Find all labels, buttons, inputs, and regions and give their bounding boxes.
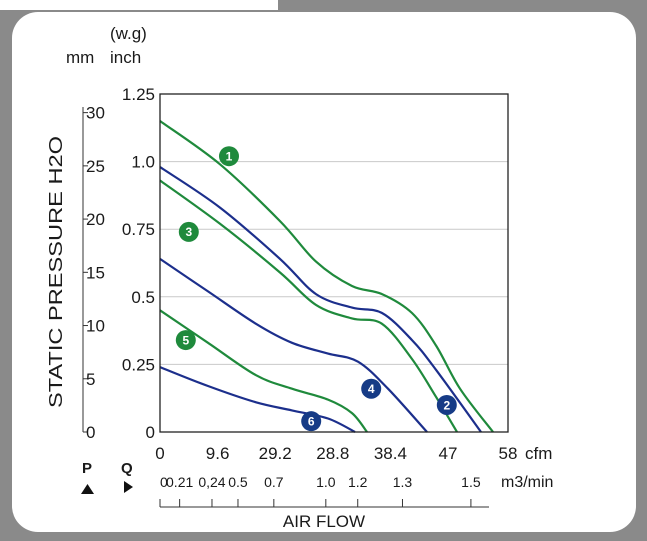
cfm-unit-label: cfm: [525, 444, 552, 463]
inch-tick-label: 0: [146, 423, 155, 442]
m3-tick-label: 1.5: [461, 474, 481, 490]
top-tab-cutout: [0, 0, 278, 10]
cfm-tick-label: 58: [499, 444, 518, 463]
m3-tick-label: 0.7: [264, 474, 284, 490]
series-badge-label: 4: [368, 382, 375, 396]
series-badge-1: [219, 146, 239, 167]
p-label: P: [82, 460, 92, 477]
chart-series: [159, 120, 494, 433]
mm-tick-label: 25: [86, 157, 105, 176]
p-up-arrow-icon: [81, 484, 94, 494]
inch-tick-label: 1.25: [122, 85, 155, 104]
cfm-axis-ticks: 0 9.6 29.2 28.8 38.4 47 58: [155, 444, 517, 463]
series-line-6: [159, 366, 356, 433]
series-badge-label: 6: [308, 414, 315, 428]
mm-tick-label: 30: [86, 104, 105, 123]
chart-panel: [12, 12, 636, 532]
series-badge-label: 3: [185, 225, 192, 239]
series-badge-label: 2: [443, 398, 450, 412]
series-badge-2: [436, 394, 457, 415]
series-line-3: [159, 179, 458, 433]
series-line-2: [159, 166, 482, 433]
mm-tick-label: 5: [86, 370, 95, 389]
airflow-bracket-ticks: [159, 499, 472, 507]
cfm-tick-label: 29.2: [259, 444, 292, 463]
cfm-tick-label: 28.8: [316, 444, 349, 463]
x-axis-title: AIR FLOW: [283, 512, 365, 531]
series-badge-label: 1: [226, 149, 233, 163]
cfm-tick-label: 9.6: [206, 444, 230, 463]
m3-tick-label: 1.2: [348, 474, 368, 490]
series-badge-3: [178, 221, 199, 242]
m3-tick-label: 0.21: [166, 474, 193, 490]
series-line-1: [159, 120, 494, 433]
y-axis-title: STATIC PRESSURE H2O: [46, 136, 66, 408]
inch-axis-ticks: 1.25 1.0 0.75 0.5 0.25 0: [122, 85, 155, 442]
series-line-4: [159, 257, 428, 433]
m3-tick-label: 0,24: [198, 474, 225, 490]
unit-wg-label: (w.g): [110, 24, 147, 43]
inch-tick-label: 1.0: [131, 153, 155, 172]
inch-tick-label: 0.25: [122, 355, 155, 374]
m3-tick-label: 0.5: [228, 474, 248, 490]
series-badge-6: [301, 411, 322, 432]
unit-mm-label: mm: [66, 48, 94, 67]
inch-tick-label: 0.5: [131, 288, 155, 307]
series-badge-label: 5: [182, 333, 189, 347]
unit-inch-label: inch: [110, 48, 141, 67]
mm-axis-ticks: 30 25 20 15 10 5 0: [83, 104, 105, 442]
mm-tick-label: 0: [86, 423, 95, 442]
cfm-tick-label: 0: [155, 444, 164, 463]
plot-border: [159, 93, 509, 433]
m3-axis-ticks: 00.21 0,24 0.5 0.7 1.0 1.2 1.3 1.5: [160, 474, 481, 490]
m3-tick-label: 1.0: [316, 474, 336, 490]
m3-tick-label: 1.3: [393, 474, 413, 490]
series-badges: 1 2 3 4 5 6: [175, 146, 457, 432]
q-right-arrow-icon: [124, 481, 133, 493]
series-line-5: [159, 309, 368, 433]
q-label: Q: [121, 460, 133, 477]
series-badge-4: [361, 378, 382, 399]
inch-tick-label: 0.75: [122, 220, 155, 239]
mm-tick-label: 15: [86, 263, 105, 282]
mm-tick-label: 10: [86, 317, 105, 336]
m3-unit-label: m3/min: [501, 474, 553, 491]
m3-tick-label: 0: [160, 474, 168, 490]
cfm-tick-label: 38.4: [374, 444, 407, 463]
series-badge-5: [175, 330, 196, 351]
cfm-tick-label: 47: [439, 444, 458, 463]
mm-tick-label: 20: [86, 210, 105, 229]
